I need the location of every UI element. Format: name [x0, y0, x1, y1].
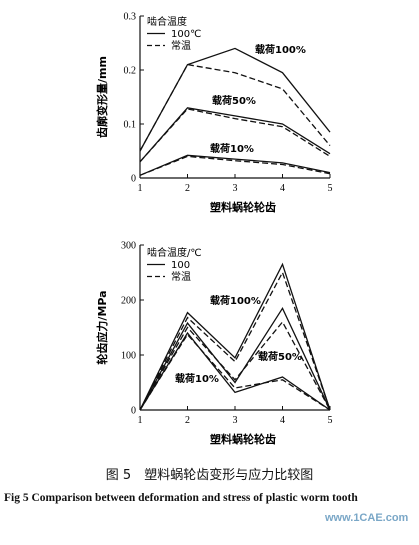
chart2-y-tick-label: 200	[121, 296, 136, 307]
chart2-y-tick-label: 0	[131, 406, 136, 417]
chart2-series-line-5	[139, 331, 331, 411]
chart1-y-axis-label: 齿廓变形量/mm	[95, 56, 109, 138]
chart2-x-tick-label: 4	[280, 415, 285, 426]
chart1-x-tick-label: 3	[233, 183, 238, 194]
chart1-x-tick-label: 1	[138, 183, 143, 194]
chart2-annotation-2: 载荷50%	[258, 350, 302, 363]
chart1-y-tick-label: 0.2	[124, 66, 137, 77]
chart2-legend-label-2: 常温	[171, 270, 191, 283]
chart2-x-tick-label: 1	[138, 415, 143, 426]
chart1-x-tick-label: 5	[328, 183, 333, 194]
chart2-x-tick-label: 3	[233, 415, 238, 426]
chart2-series-line-6	[139, 333, 331, 411]
chart2-x-axis-label: 塑料蜗轮轮齿	[210, 432, 276, 446]
figure-caption-english: Fig 5 Comparison between deformation and…	[4, 492, 358, 504]
chart2-series-line-4	[139, 320, 331, 411]
chart2-annotation-3: 载荷10%	[175, 372, 219, 385]
chart2-series-line-1	[139, 262, 331, 411]
chart2-x-tick-label: 5	[328, 415, 333, 426]
chart1-annotation-2: 载荷50%	[212, 94, 256, 107]
chart1-y-tick-label: 0.1	[124, 120, 137, 131]
chart2-legend-label-1: 100	[171, 260, 190, 271]
chart2-annotation-1: 载荷100%	[210, 294, 261, 307]
chart1-x-axis-label: 塑料蜗轮轮齿	[210, 200, 276, 214]
chart2-x-tick-label: 2	[185, 415, 190, 426]
watermark-text: www.1CAE.com	[325, 512, 409, 524]
chart1-series-line-2	[139, 63, 331, 152]
chart1-series-line-6	[139, 155, 331, 176]
chart2-y-axis-label: 轮齿应力/MPa	[95, 290, 109, 364]
chart1-x-tick-label: 4	[280, 183, 285, 194]
chart1-annotation-1: 载荷100%	[255, 43, 306, 56]
chart1-x-tick-label: 2	[185, 183, 190, 194]
figure-caption-chinese: 图 5 塑料蜗轮齿变形与应力比较图	[105, 468, 314, 483]
chart1-legend-label-1: 100℃	[171, 29, 201, 40]
chart1-legend-label-2: 常温	[171, 39, 191, 52]
chart1-legend-title: 啮合温度	[147, 15, 187, 28]
chart2-series-line-2	[139, 270, 331, 411]
chart2-legend-title: 啮合温度/℃	[147, 246, 202, 259]
chart2-series-line-3	[139, 306, 331, 411]
chart1-series-line-5	[139, 154, 331, 176]
chart1-series-line-4	[139, 108, 331, 163]
chart1-y-tick-label: 0.3	[124, 12, 137, 23]
chart2-y-tick-label: 100	[121, 351, 136, 362]
chart2-y-tick-label: 300	[121, 241, 136, 252]
chart1-annotation-3: 载荷10%	[210, 142, 254, 155]
chart1-y-tick-label: 0	[131, 174, 136, 185]
